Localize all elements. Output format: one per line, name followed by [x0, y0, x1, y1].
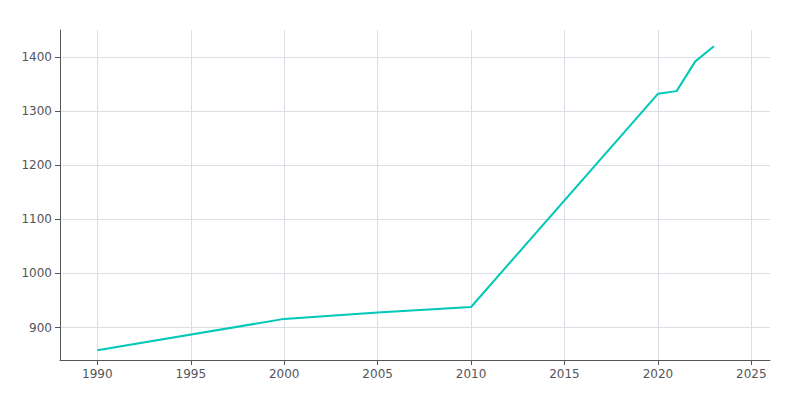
- svg-text:1000: 1000: [21, 266, 52, 280]
- svg-text:1200: 1200: [21, 158, 52, 172]
- svg-text:2000: 2000: [269, 367, 300, 381]
- svg-text:1300: 1300: [21, 104, 52, 118]
- svg-text:2025: 2025: [736, 367, 767, 381]
- svg-text:1990: 1990: [82, 367, 113, 381]
- svg-text:2020: 2020: [643, 367, 674, 381]
- svg-text:1100: 1100: [21, 212, 52, 226]
- svg-text:2015: 2015: [549, 367, 580, 381]
- svg-text:1400: 1400: [21, 50, 52, 64]
- svg-text:2010: 2010: [456, 367, 487, 381]
- svg-text:900: 900: [29, 321, 52, 335]
- svg-text:1995: 1995: [176, 367, 207, 381]
- svg-text:2005: 2005: [362, 367, 393, 381]
